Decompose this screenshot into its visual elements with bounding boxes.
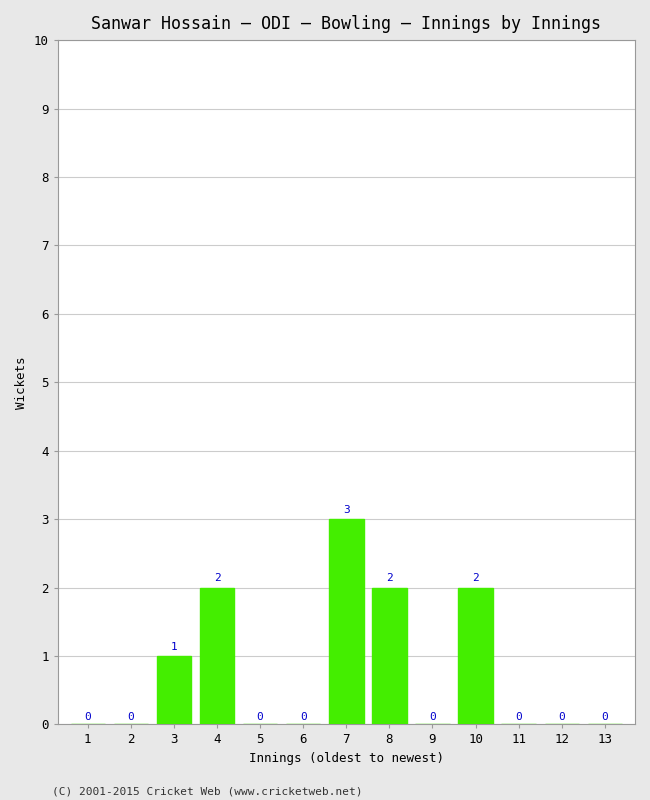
Title: Sanwar Hossain – ODI – Bowling – Innings by Innings: Sanwar Hossain – ODI – Bowling – Innings… (91, 15, 601, 33)
Text: 0: 0 (300, 712, 307, 722)
Text: 0: 0 (257, 712, 263, 722)
Bar (372, 587, 407, 725)
Text: 0: 0 (429, 712, 436, 722)
Text: 2: 2 (386, 574, 393, 583)
X-axis label: Innings (oldest to newest): Innings (oldest to newest) (249, 752, 444, 765)
Text: (C) 2001-2015 Cricket Web (www.cricketweb.net): (C) 2001-2015 Cricket Web (www.cricketwe… (52, 786, 363, 796)
Text: 0: 0 (84, 712, 91, 722)
Bar (157, 656, 191, 725)
Bar (200, 587, 234, 725)
Bar (329, 519, 363, 725)
Text: 2: 2 (214, 574, 220, 583)
Bar (458, 587, 493, 725)
Y-axis label: Wickets: Wickets (15, 356, 28, 409)
Text: 0: 0 (127, 712, 134, 722)
Text: 0: 0 (515, 712, 522, 722)
Text: 2: 2 (472, 574, 479, 583)
Text: 0: 0 (601, 712, 608, 722)
Text: 0: 0 (558, 712, 565, 722)
Text: 3: 3 (343, 505, 350, 515)
Text: 1: 1 (170, 642, 177, 652)
